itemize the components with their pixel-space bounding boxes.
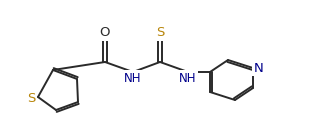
Text: N: N [254, 62, 264, 75]
Text: NH: NH [179, 72, 197, 85]
Text: S: S [156, 27, 164, 40]
Text: O: O [100, 27, 110, 40]
Text: NH: NH [124, 72, 142, 85]
Text: S: S [27, 92, 35, 105]
